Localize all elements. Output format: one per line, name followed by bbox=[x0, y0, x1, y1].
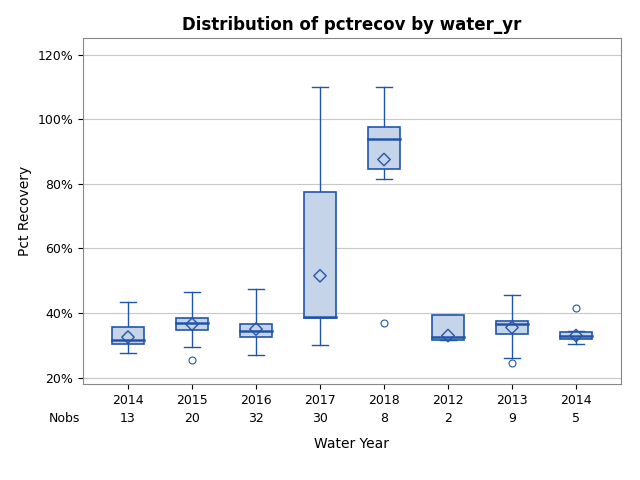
Bar bbox=[368, 127, 400, 169]
Bar bbox=[176, 318, 208, 330]
Text: 9: 9 bbox=[508, 412, 516, 425]
Y-axis label: Pct Recovery: Pct Recovery bbox=[18, 166, 32, 256]
Bar bbox=[432, 314, 464, 340]
Point bbox=[379, 156, 389, 163]
Point bbox=[251, 325, 261, 333]
Bar bbox=[240, 324, 272, 337]
Text: 5: 5 bbox=[572, 412, 580, 425]
X-axis label: Water Year: Water Year bbox=[314, 437, 390, 451]
Text: 32: 32 bbox=[248, 412, 264, 425]
Text: 20: 20 bbox=[184, 412, 200, 425]
Text: 30: 30 bbox=[312, 412, 328, 425]
Point bbox=[571, 332, 581, 339]
Point bbox=[123, 333, 133, 341]
Point bbox=[315, 272, 325, 280]
Bar bbox=[496, 321, 528, 334]
Title: Distribution of pctrecov by water_yr: Distribution of pctrecov by water_yr bbox=[182, 16, 522, 34]
Point bbox=[507, 324, 517, 331]
Bar bbox=[304, 192, 336, 318]
Point bbox=[443, 332, 453, 339]
Point bbox=[187, 321, 197, 328]
Bar bbox=[112, 327, 144, 344]
Text: 13: 13 bbox=[120, 412, 136, 425]
Text: 2: 2 bbox=[444, 412, 452, 425]
Text: 8: 8 bbox=[380, 412, 388, 425]
Bar bbox=[560, 332, 592, 339]
Text: Nobs: Nobs bbox=[49, 412, 81, 425]
